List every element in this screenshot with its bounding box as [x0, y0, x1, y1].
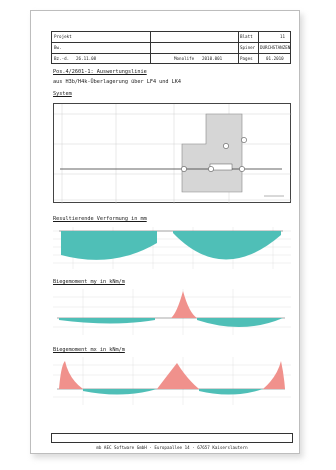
footer-text: mb AEC Software GmbH · Europaallee 14 · … — [96, 445, 248, 450]
position-title: Pos.4/2601-1: Auswertungslinie — [53, 69, 147, 75]
deformation-fill-right — [173, 231, 281, 260]
header-date-value: 26.11.08 — [76, 56, 97, 61]
system-drawing — [53, 103, 292, 204]
deformation-title: Resultierende Verformung in mm — [53, 216, 147, 222]
page-footer: mb AEC Software GmbH · Europaallee 14 · … — [51, 433, 293, 450]
document-page: Projekt Bw. Bz.-d. 26.11.08 Monolife 201… — [30, 10, 300, 454]
moment-my-diagram — [53, 289, 291, 335]
header-center-value: 2010.001 — [202, 56, 223, 61]
mx-peak-fill-1 — [59, 361, 83, 389]
column-support — [223, 143, 229, 149]
my-peak-fill — [171, 291, 197, 318]
header-right-value-3: 01.2010 — [266, 56, 284, 61]
header-right-label-2: Spiner — [240, 45, 256, 50]
position-subtitle: aus H3b/H4k-Überlagerung über LF4 und LK… — [53, 79, 182, 85]
header-right-value-2: DURCHSTANZEN — [260, 45, 291, 50]
system-title: System — [53, 91, 72, 97]
mx-fill-left — [83, 389, 157, 395]
header-right-label-1: Blatt — [240, 34, 253, 39]
mx-fill-right — [199, 389, 263, 395]
header-label-bw: Bw. — [54, 45, 62, 50]
header-label-date: Bz.-d. — [54, 56, 70, 61]
header-right-label-3: Pages — [240, 56, 253, 61]
deformation-diagram — [53, 227, 291, 269]
slab-outline — [181, 113, 243, 193]
header-center-label: Monolife — [174, 56, 195, 61]
my-fill-right — [197, 318, 283, 328]
moment-mx-diagram — [53, 357, 291, 405]
my-fill-left — [59, 318, 155, 324]
system-plan-svg — [54, 104, 292, 204]
title-block: Projekt Bw. Bz.-d. 26.11.08 Monolife 201… — [51, 31, 291, 64]
header-label-project: Projekt — [54, 34, 72, 39]
moment-mx-title: Biegemoment mx in kNm/m — [53, 347, 125, 353]
header-right-value-1: 11 — [280, 34, 286, 39]
deformation-fill-left — [61, 231, 157, 260]
moment-my-title: Biegemoment my in kNm/m — [53, 279, 125, 285]
mx-peak-fill-2 — [157, 363, 199, 389]
mx-peak-fill-3 — [263, 361, 285, 389]
column-support — [181, 166, 187, 172]
column-support — [241, 137, 247, 143]
column-support — [208, 166, 214, 172]
column-support — [239, 166, 245, 172]
